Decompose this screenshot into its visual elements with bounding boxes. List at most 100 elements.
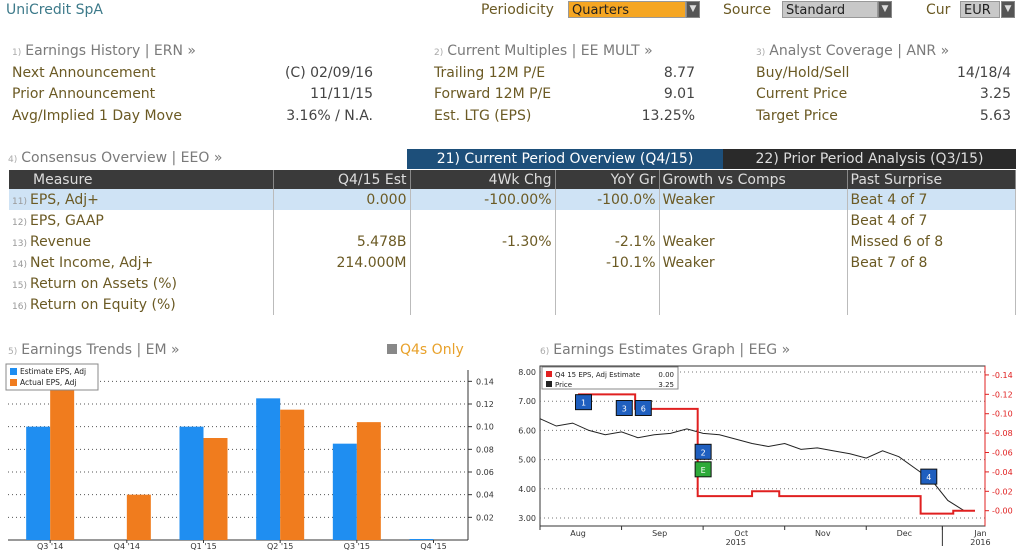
table-row[interactable]: 16) Return on Equity (%) xyxy=(9,294,1016,315)
ytick-label: 0.10 xyxy=(476,423,494,432)
event-marker-label: 1 xyxy=(581,399,586,408)
cell-measure: 14) Net Income, Adj+ xyxy=(9,252,274,273)
table-row[interactable]: 13) Revenue 5.478B -1.30% -2.1% Weaker Missed … xyxy=(9,231,1016,252)
cell-measure: 12) EPS, GAAP xyxy=(9,210,274,231)
right-tick-label: -0.02 xyxy=(992,487,1013,496)
periodicity-dropdown-icon[interactable]: ▼ xyxy=(686,1,700,18)
bar-estimate xyxy=(179,426,204,540)
currency-select[interactable]: EUR xyxy=(960,1,1000,18)
source-select[interactable]: Standard xyxy=(782,1,878,18)
right-tick-label: -0.08 xyxy=(992,429,1013,438)
target-price-value: 5.63 xyxy=(979,108,1011,124)
event-marker-label: 2 xyxy=(701,448,706,457)
next-announcement-label: Next Announcement xyxy=(12,65,156,81)
table-row[interactable]: 11) EPS, Adj+ 0.000 -100.00% -100.0% Weaker Be… xyxy=(9,189,1016,210)
xtick-label: Q4 '14 xyxy=(114,542,140,551)
buy-hold-sell-value: 14/18/4 xyxy=(957,65,1011,81)
col-growth-vs-comps[interactable]: Growth vs Comps xyxy=(659,170,848,189)
cell-yoy xyxy=(555,210,660,231)
left-tick-label: 6.00 xyxy=(518,426,536,435)
trailing-pe-label: Trailing 12M P/E xyxy=(434,65,546,81)
left-tick-label: 4.00 xyxy=(518,485,536,494)
forward-pe-label: Forward 12M P/E xyxy=(434,86,552,102)
section-number: 2) xyxy=(434,48,444,58)
legend-box xyxy=(5,363,99,391)
consensus-table: Measure Q4/15 Est 4Wk Chg YoY Gr Growth … xyxy=(9,170,1016,315)
prior-announcement-value: 11/11/15 xyxy=(310,86,373,102)
forward-pe-value: 9.01 xyxy=(663,86,695,102)
cell-surprise: Missed 6 of 8 xyxy=(847,231,1016,252)
section-number: 1) xyxy=(12,48,22,58)
section-title: Analyst Coverage | ANR » xyxy=(769,43,950,59)
section-title: Earnings History | ERN » xyxy=(25,43,196,59)
legend-swatch xyxy=(10,379,17,386)
measure-label: EPS, Adj+ xyxy=(29,191,99,208)
source-label: Source xyxy=(723,2,772,18)
col-past-surprise[interactable]: Past Surprise xyxy=(847,170,1016,189)
xtick-label: Q4 '15 xyxy=(420,542,446,551)
event-marker xyxy=(694,443,712,460)
cell-measure: 16) Return on Equity (%) xyxy=(9,294,274,315)
cell-est xyxy=(273,273,411,294)
x-tick-label: Sep xyxy=(652,529,667,538)
earnings-history-link[interactable]: 1) Earnings History | ERN » xyxy=(12,43,196,59)
section-number: 5) xyxy=(8,347,18,357)
col-yoy-gr[interactable]: YoY Gr xyxy=(555,170,660,189)
measure-label: Net Income, Adj+ xyxy=(29,254,154,271)
ytick-label: 0.06 xyxy=(476,468,494,477)
ytick-label: 0.08 xyxy=(476,445,494,454)
cell-comps: Weaker xyxy=(659,189,848,210)
cell-chg xyxy=(410,210,556,231)
col-measure[interactable]: Measure xyxy=(9,170,274,189)
right-tick-label: -0.06 xyxy=(992,449,1013,458)
cell-est: 0.000 xyxy=(273,189,411,210)
cell-chg: -100.00% xyxy=(410,189,556,210)
cell-chg xyxy=(410,294,556,315)
cell-yoy xyxy=(555,273,660,294)
est-ltg-label: Est. LTG (EPS) xyxy=(434,108,532,124)
checkbox-icon[interactable] xyxy=(387,344,397,354)
current-multiples-link[interactable]: 2) Current Multiples | EE MULT » xyxy=(434,43,653,59)
left-tick-label: 7.00 xyxy=(518,397,536,406)
cell-surprise: Beat 7 of 8 xyxy=(847,252,1016,273)
section-title: Consensus Overview | EEO » xyxy=(21,150,223,166)
table-row[interactable]: 12) EPS, GAAP Beat 4 of 7 xyxy=(9,210,1016,231)
col-4wk-chg[interactable]: 4Wk Chg xyxy=(410,170,556,189)
legend-label: Q4 15 EPS, Adj Estimate xyxy=(555,371,640,379)
row-number: 16) xyxy=(12,301,27,312)
est-ltg-value: 13.25% xyxy=(641,108,695,124)
table-header-row: Measure Q4/15 Est 4Wk Chg YoY Gr Growth … xyxy=(9,170,1016,189)
cell-est: 214.000M xyxy=(273,252,411,273)
cell-chg xyxy=(410,252,556,273)
cell-measure: 11) EPS, Adj+ xyxy=(9,189,274,210)
consensus-overview-link[interactable]: 4) Consensus Overview | EEO » xyxy=(8,150,222,166)
currency-dropdown-icon[interactable]: ▼ xyxy=(1001,1,1015,18)
table-row[interactable]: 15) Return on Assets (%) xyxy=(9,273,1016,294)
cell-surprise: Beat 4 of 7 xyxy=(847,189,1016,210)
q4s-only-label: Q4s Only xyxy=(400,342,464,358)
periodicity-label: Periodicity xyxy=(481,2,554,18)
tab-prior-period[interactable]: 22) Prior Period Analysis (Q3/15) xyxy=(723,149,1016,169)
ytick-label: 0.02 xyxy=(476,513,494,522)
table-row[interactable]: 14) Net Income, Adj+ 214.000M -10.1% Weaker B… xyxy=(9,252,1016,273)
periodicity-select[interactable]: Quarters xyxy=(568,1,686,18)
row-number: 13) xyxy=(12,238,27,249)
legend-label: Price xyxy=(555,381,572,389)
xtick-label: Q3 '15 xyxy=(344,542,370,551)
col-est[interactable]: Q4/15 Est xyxy=(273,170,411,189)
legend-label: Estimate EPS, Adj xyxy=(20,367,86,376)
tab-current-period[interactable]: 21) Current Period Overview (Q4/15) xyxy=(407,149,723,169)
event-marker-label: 3 xyxy=(622,405,627,414)
q4s-only-toggle[interactable]: Q4s Only xyxy=(387,342,464,358)
event-marker xyxy=(615,400,633,416)
section-number: 3) xyxy=(756,48,766,58)
source-dropdown-icon[interactable]: ▼ xyxy=(878,1,892,18)
earnings-trends-link[interactable]: 5) Earnings Trends | EM » xyxy=(8,342,180,358)
row-number: 11) xyxy=(12,196,27,207)
earnings-estimates-graph-link[interactable]: 6) Earnings Estimates Graph | EEG » xyxy=(540,342,790,358)
earnings-trends-chart: 0.02 0.04 0.06 0.08 0.10 0.12 0.14 Q3 '14 Q4 '14… xyxy=(5,363,494,551)
right-tick-label: -0.10 xyxy=(992,410,1013,419)
ytick-label: 0.04 xyxy=(476,491,494,500)
right-tick-label: -0.00 xyxy=(992,507,1013,516)
analyst-coverage-link[interactable]: 3) Analyst Coverage | ANR » xyxy=(756,43,949,59)
